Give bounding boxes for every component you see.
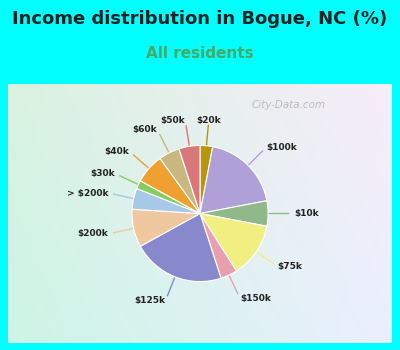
Wedge shape — [132, 209, 200, 246]
Wedge shape — [132, 188, 200, 214]
Wedge shape — [200, 201, 268, 226]
Text: $75k: $75k — [278, 262, 302, 271]
Wedge shape — [179, 146, 200, 214]
Wedge shape — [160, 149, 200, 214]
Text: $125k: $125k — [134, 296, 166, 305]
Text: $50k: $50k — [161, 116, 185, 125]
Text: All residents: All residents — [146, 46, 254, 61]
Text: $30k: $30k — [90, 169, 115, 178]
Wedge shape — [140, 214, 221, 281]
Wedge shape — [137, 181, 200, 214]
Text: $100k: $100k — [266, 142, 297, 152]
Wedge shape — [200, 146, 213, 214]
Text: $20k: $20k — [196, 116, 221, 125]
Wedge shape — [200, 147, 267, 214]
Text: $200k: $200k — [78, 230, 108, 238]
Wedge shape — [200, 214, 236, 278]
Text: City-Data.com: City-Data.com — [251, 100, 325, 110]
Wedge shape — [140, 159, 200, 214]
Text: > $200k: > $200k — [67, 189, 108, 197]
Text: $40k: $40k — [105, 147, 130, 156]
Text: $150k: $150k — [240, 294, 271, 303]
Wedge shape — [200, 214, 267, 271]
Text: Income distribution in Bogue, NC (%): Income distribution in Bogue, NC (%) — [12, 10, 388, 28]
Text: $10k: $10k — [294, 209, 318, 218]
Text: $60k: $60k — [133, 125, 157, 134]
